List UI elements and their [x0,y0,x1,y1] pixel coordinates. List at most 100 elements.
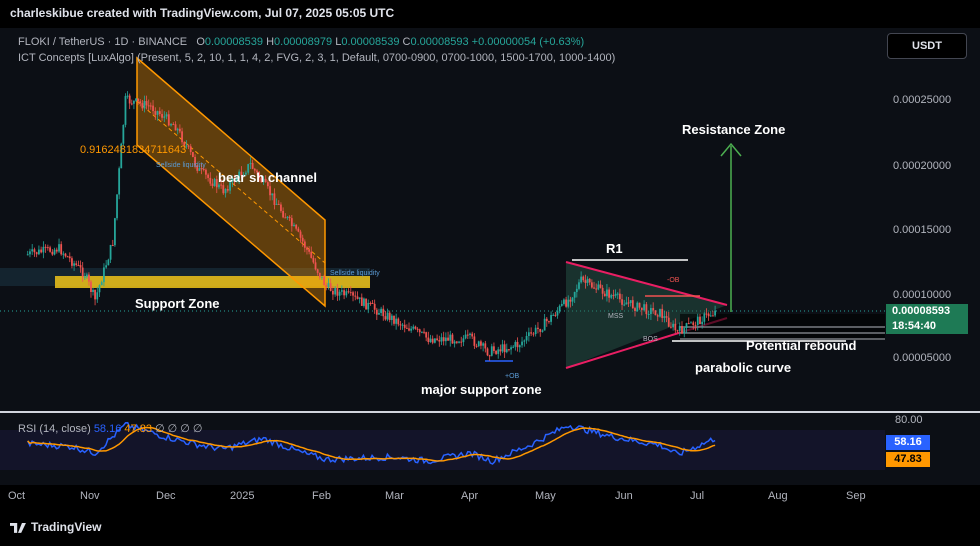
candle-body [469,333,471,335]
candle-body [316,269,319,273]
candle-body [638,302,641,308]
candle-body [293,224,295,227]
candle-body [614,293,617,296]
candle-body [582,276,585,281]
candle-body [575,288,578,293]
candle-body [643,304,645,311]
candle-body [240,171,243,176]
candle-body [327,283,330,288]
candle-body [258,172,261,179]
last-price-box: 0.00008593 18:54:40 [886,304,968,334]
candle-body [247,164,250,173]
candle-body [518,345,521,348]
candle-body [251,162,254,169]
candle-body [503,344,506,353]
candle-body [477,341,480,347]
candle-body [365,298,367,310]
candle-body [92,289,94,293]
x-tick-label: May [535,490,556,502]
candle-body [299,231,302,238]
tradingview-brand[interactable]: TradingView [10,520,101,534]
candle-body [163,116,166,118]
candle-body [94,289,96,300]
candle-body [707,313,710,317]
candle-body [567,299,570,307]
candle-body [510,347,512,350]
candle-body [516,341,519,348]
x-tick-label: Mar [385,490,404,502]
x-tick-label: Jul [690,490,705,502]
candle-body [550,315,552,322]
candle-body [156,111,159,115]
candle-body [696,316,699,325]
candle-body [253,168,256,171]
candle-body [53,249,56,255]
candle-body [625,302,628,305]
candle-body [347,291,350,293]
candle-body [451,334,454,344]
candle-body [480,341,482,346]
candle-body [85,274,88,277]
candle-body [226,189,229,191]
candle-body [683,327,686,334]
candle-body [418,329,421,333]
resistance-arrow-head [720,142,742,157]
price-pane[interactable] [0,28,980,412]
pane-separator[interactable] [0,411,980,413]
parabolic-curve-label: parabolic curve [695,360,792,375]
candle-body [325,285,328,288]
o-value: 0.00008539 [204,36,263,48]
sellside-liquidity-label: Sellside liquidity [156,162,206,169]
candle-body [499,349,502,352]
support-zone-label: Support Zone [135,296,220,311]
h-label: H [266,36,275,48]
rsi-legend[interactable]: RSI (14, close) 58.16 47.83 ∅ ∅ ∅ ∅ [18,422,203,435]
rsi-level-80: 80.00 [895,414,923,426]
candle-body [275,203,278,205]
candle-body [295,224,298,229]
candle-body [397,318,400,325]
candle-body [303,241,306,248]
candle-body [198,168,201,171]
x-tick-label: Dec [156,490,176,502]
candle-body [122,124,125,144]
rsi-ma-value-box: 47.83 [886,452,930,467]
candle-body [51,251,54,255]
support-zone-rect [55,276,370,288]
candle-body [586,278,589,283]
candle-body [264,178,267,183]
candle-body [73,263,75,266]
candle-body [590,282,593,288]
candle-body [98,285,101,293]
candle-body [183,142,186,146]
symbol-legend[interactable]: FLOKI / TetherUS · 1D · BINANCE O0.00008… [18,36,584,48]
candle-body [384,316,387,320]
y-tick-label: 0.00025000 [893,94,952,106]
candle-body [375,309,378,315]
candle-body [606,289,608,297]
candle-body [207,174,209,178]
indicator-legend[interactable]: ICT Concepts [LuxAlgo] (Present, 5, 2, 1… [18,52,616,64]
candle-body [672,323,675,328]
candle-body [111,244,114,246]
candle-body [229,182,231,191]
candle-body [222,185,225,194]
rsi-label: RSI (14, close) [18,423,91,435]
candle-body [423,331,425,333]
candle-body [674,323,677,331]
candle-body [369,302,372,304]
candle-body [449,334,452,341]
candle-body [486,348,489,356]
candle-body [26,254,29,256]
symbol-name: FLOKI / TetherUS · 1D · BINANCE [18,36,188,48]
candle-body [523,340,526,342]
candle-body [81,267,84,277]
candle-body [395,318,398,324]
candle-body [297,228,300,232]
h-value: 0.00008979 [274,36,333,48]
candle-body [563,299,565,304]
candle-body [126,95,129,97]
candle-body [290,218,293,227]
currency-button[interactable]: USDT [887,33,967,59]
